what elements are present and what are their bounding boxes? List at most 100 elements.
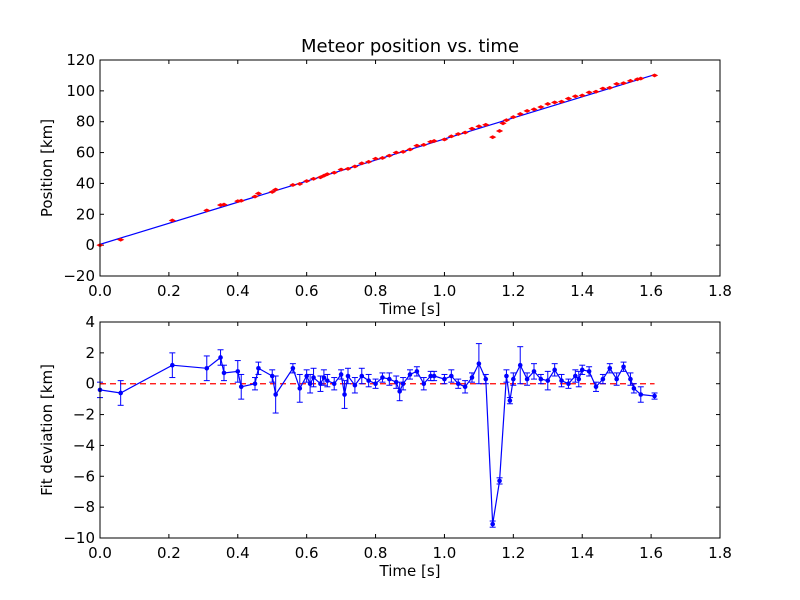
bottom-panel: Time [s] Fit deviation [km] 0.0 0.2 0.4 0.6…: [38, 313, 732, 580]
position-point: [323, 172, 331, 177]
deviation-point: [380, 375, 385, 380]
deviation-point: [307, 381, 313, 387]
top-y-tick-label: −20: [63, 267, 95, 285]
position-point: [516, 112, 524, 116]
position-point: [489, 135, 497, 140]
position-point: [475, 124, 483, 129]
position-point: [385, 153, 393, 158]
deviation-point: [331, 381, 337, 387]
position-point: [296, 181, 304, 186]
top-y-tick-label: 100: [66, 82, 95, 100]
deviation-point: [497, 478, 502, 484]
bottom-y-axis-label: Fit deviation [km]: [38, 364, 56, 496]
position-point: [606, 85, 614, 90]
deviation-point: [400, 381, 406, 387]
deviation-point: [431, 373, 437, 379]
deviation-point: [118, 390, 123, 396]
deviation-point: [545, 378, 551, 383]
position-point: [619, 81, 628, 86]
bottom-y-tick-label: 4: [85, 313, 95, 331]
position-point: [220, 202, 228, 207]
deviation-point: [652, 393, 657, 399]
position-point: [557, 99, 566, 104]
top-chart-title: Meteor position vs. time: [301, 36, 519, 57]
top-x-tick-label: 1.0: [433, 282, 457, 300]
deviation-point: [414, 369, 420, 374]
deviation-point: [352, 382, 358, 388]
deviation-point: [621, 364, 626, 370]
deviation-point: [631, 386, 637, 391]
deviation-point: [204, 365, 210, 371]
deviation-point: [304, 373, 309, 379]
position-point: [499, 121, 507, 126]
deviation-point: [342, 392, 347, 397]
deviation-point: [579, 367, 585, 373]
position-point: [613, 81, 621, 86]
deviation-point: [387, 376, 392, 382]
deviation-point: [252, 381, 258, 387]
deviation-point: [345, 373, 351, 379]
top-x-tick-label: 0.2: [157, 282, 181, 300]
deviation-point: [311, 375, 316, 380]
deviation-point: [318, 381, 323, 387]
top-y-tick-label: 40: [76, 174, 95, 192]
bottom-y-tick-label: −8: [73, 498, 95, 516]
deviation-point: [325, 378, 330, 383]
deviation-point: [476, 361, 482, 366]
position-point: [268, 189, 276, 194]
position-point: [365, 159, 373, 164]
position-point: [371, 156, 380, 161]
position-point: [482, 122, 490, 127]
bottom-x-tick-label: 0.4: [226, 544, 250, 562]
deviation-point: [614, 376, 619, 382]
bottom-x-tick-label: 0.2: [157, 544, 181, 562]
top-ticks: 0.0 0.2 0.4 0.6 0.8 1.0 1.2 1.4 1.6 1.8 −20 0 20 40 60…: [63, 51, 732, 300]
position-point: [578, 93, 586, 98]
position-point: [337, 167, 345, 172]
deviation-point: [321, 375, 327, 380]
position-point: [592, 89, 600, 94]
deviation-point: [338, 372, 344, 377]
position-point: [564, 96, 573, 101]
position-point: [495, 129, 504, 133]
top-x-tick-label: 1.8: [708, 282, 732, 300]
top-x-tick-label: 0.4: [226, 282, 250, 300]
deviation-point: [593, 384, 599, 390]
position-point: [551, 100, 559, 105]
top-x-axis-label: Time [s]: [379, 300, 441, 318]
deviation-point: [559, 378, 564, 383]
position-point: [303, 179, 311, 184]
deviation-point: [273, 392, 278, 397]
top-y-tick-label: 0: [85, 236, 95, 254]
deviation-point: [393, 379, 399, 385]
deviation-point: [462, 384, 468, 390]
bottom-y-tick-label: −10: [63, 529, 95, 547]
position-point: [272, 187, 280, 192]
bottom-x-axis-label: Time [s]: [379, 562, 441, 580]
top-x-tick-label: 1.4: [570, 282, 594, 300]
bottom-y-tick-label: −6: [73, 467, 95, 485]
deviation-point: [517, 362, 523, 368]
deviation-point: [170, 362, 175, 368]
position-point: [440, 137, 449, 142]
deviation-point: [407, 372, 413, 377]
bottom-x-tick-label: 0.8: [364, 544, 388, 562]
deviation-point: [428, 373, 433, 379]
position-point: [523, 108, 531, 113]
bottom-y-tick-label: −2: [73, 406, 95, 424]
bottom-x-tick-label: 1.0: [433, 544, 457, 562]
position-point: [309, 176, 318, 181]
position-point: [344, 166, 352, 171]
position-point: [117, 237, 125, 242]
deviation-point: [504, 373, 509, 379]
position-point: [626, 78, 635, 83]
deviation-point: [538, 376, 544, 382]
position-point: [637, 76, 645, 81]
bottom-x-tick-label: 1.8: [708, 544, 732, 562]
deviation-point: [235, 369, 241, 374]
position-point: [468, 126, 476, 131]
deviation-point: [552, 367, 557, 373]
position-point: [351, 164, 359, 169]
position-point: [585, 90, 593, 95]
position-point: [420, 142, 428, 147]
